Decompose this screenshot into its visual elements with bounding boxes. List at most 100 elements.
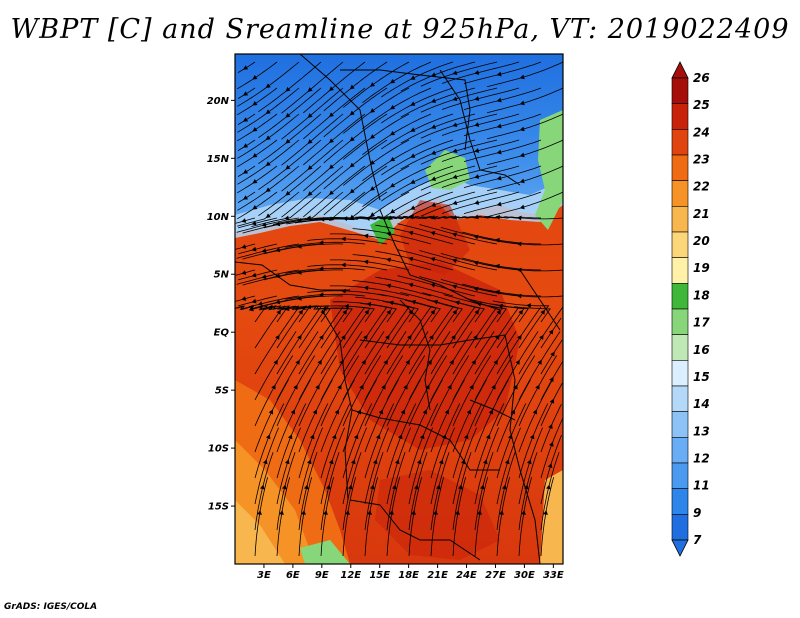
streamline-arrow xyxy=(390,182,396,188)
streamline xyxy=(400,87,476,118)
streamline-arrow xyxy=(386,283,391,289)
streamline xyxy=(452,355,492,427)
streamline-arrow xyxy=(519,178,525,184)
colorbar-bottom-arrow xyxy=(671,539,689,557)
colorbar-bin xyxy=(671,514,689,541)
streamline xyxy=(307,264,388,271)
border-line xyxy=(519,269,561,331)
streamline-arrow xyxy=(386,257,391,263)
border-line xyxy=(439,69,521,186)
streamline xyxy=(386,306,432,375)
streamline xyxy=(397,223,476,245)
streamline xyxy=(364,379,399,453)
border-line xyxy=(399,299,431,411)
streamline-arrow xyxy=(540,309,545,315)
x-tick-label: 15E xyxy=(369,570,390,581)
streamline-arrow xyxy=(474,148,480,153)
streamline xyxy=(397,275,476,297)
streamline-arrow xyxy=(318,292,324,297)
streamline-arrow xyxy=(361,359,366,365)
streamline-arrow xyxy=(516,241,522,247)
streamline-arrow xyxy=(319,216,325,222)
streamline xyxy=(285,241,366,248)
streamline xyxy=(303,165,366,218)
streamline-arrow xyxy=(252,127,258,132)
streamline xyxy=(430,306,476,375)
streamline xyxy=(362,87,432,130)
streamline-arrow xyxy=(510,409,516,415)
streamline xyxy=(237,139,278,168)
streamline-arrow xyxy=(438,459,444,465)
streamline-arrow xyxy=(261,274,267,279)
streamline-arrow xyxy=(491,384,496,390)
streamline-arrow xyxy=(435,484,441,490)
streamline xyxy=(364,355,404,427)
streamline-arrow xyxy=(349,188,355,194)
streamline xyxy=(420,113,498,139)
streamline-arrow xyxy=(349,136,355,142)
streamline-arrow xyxy=(430,256,436,262)
streamline xyxy=(329,259,410,271)
streamline-arrow xyxy=(405,359,410,365)
streamline xyxy=(298,427,323,505)
streamline xyxy=(343,139,410,186)
streamline-arrow xyxy=(241,218,247,223)
streamline xyxy=(237,113,278,142)
streamline-arrow xyxy=(473,234,479,240)
streamline-arrow xyxy=(430,230,436,236)
streamline xyxy=(463,113,542,136)
streamline xyxy=(386,379,421,453)
streamline xyxy=(254,306,300,375)
border-line xyxy=(321,309,353,501)
streamline xyxy=(258,87,322,139)
streamline-arrow xyxy=(410,153,416,158)
streamline-arrow xyxy=(431,150,437,155)
streamline xyxy=(237,87,278,116)
streamline-arrow xyxy=(242,169,249,174)
colorbar-bin xyxy=(671,385,689,412)
streamline-arrow xyxy=(517,334,522,340)
streamline-arrow xyxy=(455,510,460,515)
streamline-arrow xyxy=(485,434,491,440)
streamline-arrow xyxy=(265,434,271,440)
streamline-arrow xyxy=(496,71,502,77)
streamline xyxy=(474,306,520,375)
streamline xyxy=(320,379,355,453)
streamline xyxy=(474,477,489,557)
streamline-arrow xyxy=(463,434,469,440)
streamline-arrow xyxy=(306,215,311,221)
streamline-arrow xyxy=(285,86,291,92)
streamline xyxy=(386,403,417,479)
border-line xyxy=(235,261,350,291)
streamline xyxy=(518,331,561,401)
streamline-arrow xyxy=(539,334,544,340)
streamline xyxy=(235,295,300,310)
streamline xyxy=(343,165,410,212)
streamline-arrow xyxy=(293,384,298,390)
map-frame xyxy=(234,53,564,565)
streamline xyxy=(285,267,366,274)
streamline-arrow xyxy=(241,244,247,249)
streamline-arrow xyxy=(431,176,437,181)
streamline xyxy=(463,87,542,110)
streamline xyxy=(362,165,432,208)
streamline-arrow xyxy=(363,334,368,340)
streamline xyxy=(452,403,483,479)
streamline-arrow xyxy=(519,152,525,158)
streamline xyxy=(320,477,335,557)
streamline xyxy=(400,292,463,323)
streamline-arrow xyxy=(496,97,502,103)
streamline xyxy=(364,306,410,375)
colorbar-bin xyxy=(671,77,689,104)
streamline-arrow xyxy=(275,299,281,305)
streamline xyxy=(408,379,443,453)
streamline xyxy=(386,355,426,427)
streamline-arrow xyxy=(341,262,346,268)
streamline xyxy=(400,61,476,92)
streamline xyxy=(422,292,485,323)
streamline xyxy=(281,61,344,114)
streamline-arrow xyxy=(319,334,324,340)
streamline-arrow xyxy=(296,296,302,301)
streamline xyxy=(487,139,563,166)
chart-title: WBPT [C] and Sreamline at 925hPa, VT: 20… xyxy=(10,14,790,45)
